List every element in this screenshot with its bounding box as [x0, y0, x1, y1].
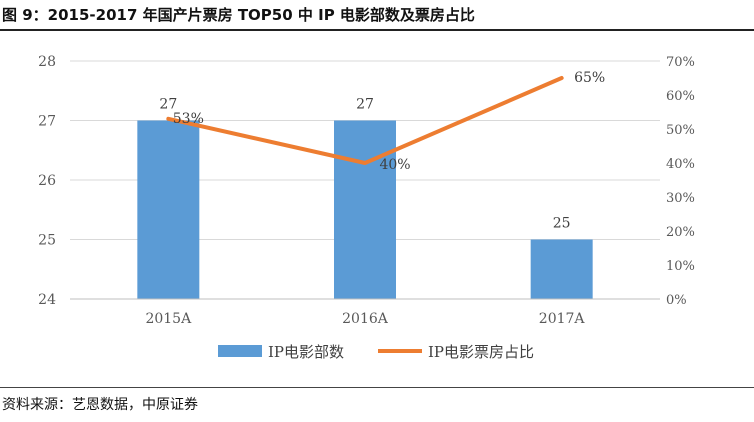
- line-value-label: 40%: [379, 157, 410, 173]
- x-tick-label: 2015A: [145, 311, 192, 327]
- x-axis: 2015A 2016A 2017A: [70, 298, 660, 327]
- bar-2017A: [530, 239, 593, 299]
- source-note: 资料来源：艺恩数据，中原证券: [2, 397, 198, 413]
- legend-label-line: IP电影票房占比: [428, 343, 534, 361]
- title-underline: [0, 29, 754, 31]
- y-left-tick-label: 27: [38, 114, 56, 130]
- bar-value-label: 27: [159, 97, 177, 113]
- y-right-tick-label: 30%: [666, 191, 695, 206]
- y-right-tick-label: 40%: [666, 157, 695, 172]
- bar-value-label: 27: [356, 97, 374, 113]
- y-right-tick-label: 0%: [666, 293, 687, 308]
- bar-2016A: [334, 120, 396, 299]
- y-right-tick-label: 70%: [666, 55, 695, 70]
- bar-2015A: [137, 120, 200, 299]
- y-left-tick-label: 28: [38, 54, 56, 70]
- legend-swatch-bar: [218, 345, 262, 357]
- left-axis: 24 25 26 27 28: [38, 54, 56, 308]
- line-value-label: 65%: [574, 70, 605, 86]
- bar-value-label: 25: [553, 216, 571, 232]
- y-left-tick-label: 26: [38, 173, 56, 189]
- y-left-tick-label: 25: [38, 233, 56, 249]
- footer-rule: [0, 387, 754, 388]
- y-left-tick-label: 24: [38, 292, 56, 308]
- y-right-tick-label: 60%: [666, 89, 695, 104]
- legend[interactable]: IP电影部数 IP电影票房占比: [218, 343, 534, 361]
- right-axis: 0% 10% 20% 30% 40% 50% 60% 70%: [666, 55, 695, 308]
- y-right-tick-label: 20%: [666, 225, 695, 240]
- bar-series: [137, 120, 593, 299]
- x-tick-label: 2017A: [539, 311, 586, 327]
- line-value-label: 53%: [173, 111, 204, 127]
- y-right-tick-label: 10%: [666, 259, 695, 274]
- legend-label-bar: IP电影部数: [268, 343, 344, 361]
- chart-title: 图 9：2015-2017 年国产片票房 TOP50 中 IP 电影部数及票房占…: [2, 6, 475, 24]
- data-labels: 27 27 25 53% 40% 65%: [159, 70, 605, 232]
- line-series: [166, 76, 564, 165]
- y-right-tick-label: 50%: [666, 123, 695, 138]
- x-tick-label: 2016A: [342, 311, 389, 327]
